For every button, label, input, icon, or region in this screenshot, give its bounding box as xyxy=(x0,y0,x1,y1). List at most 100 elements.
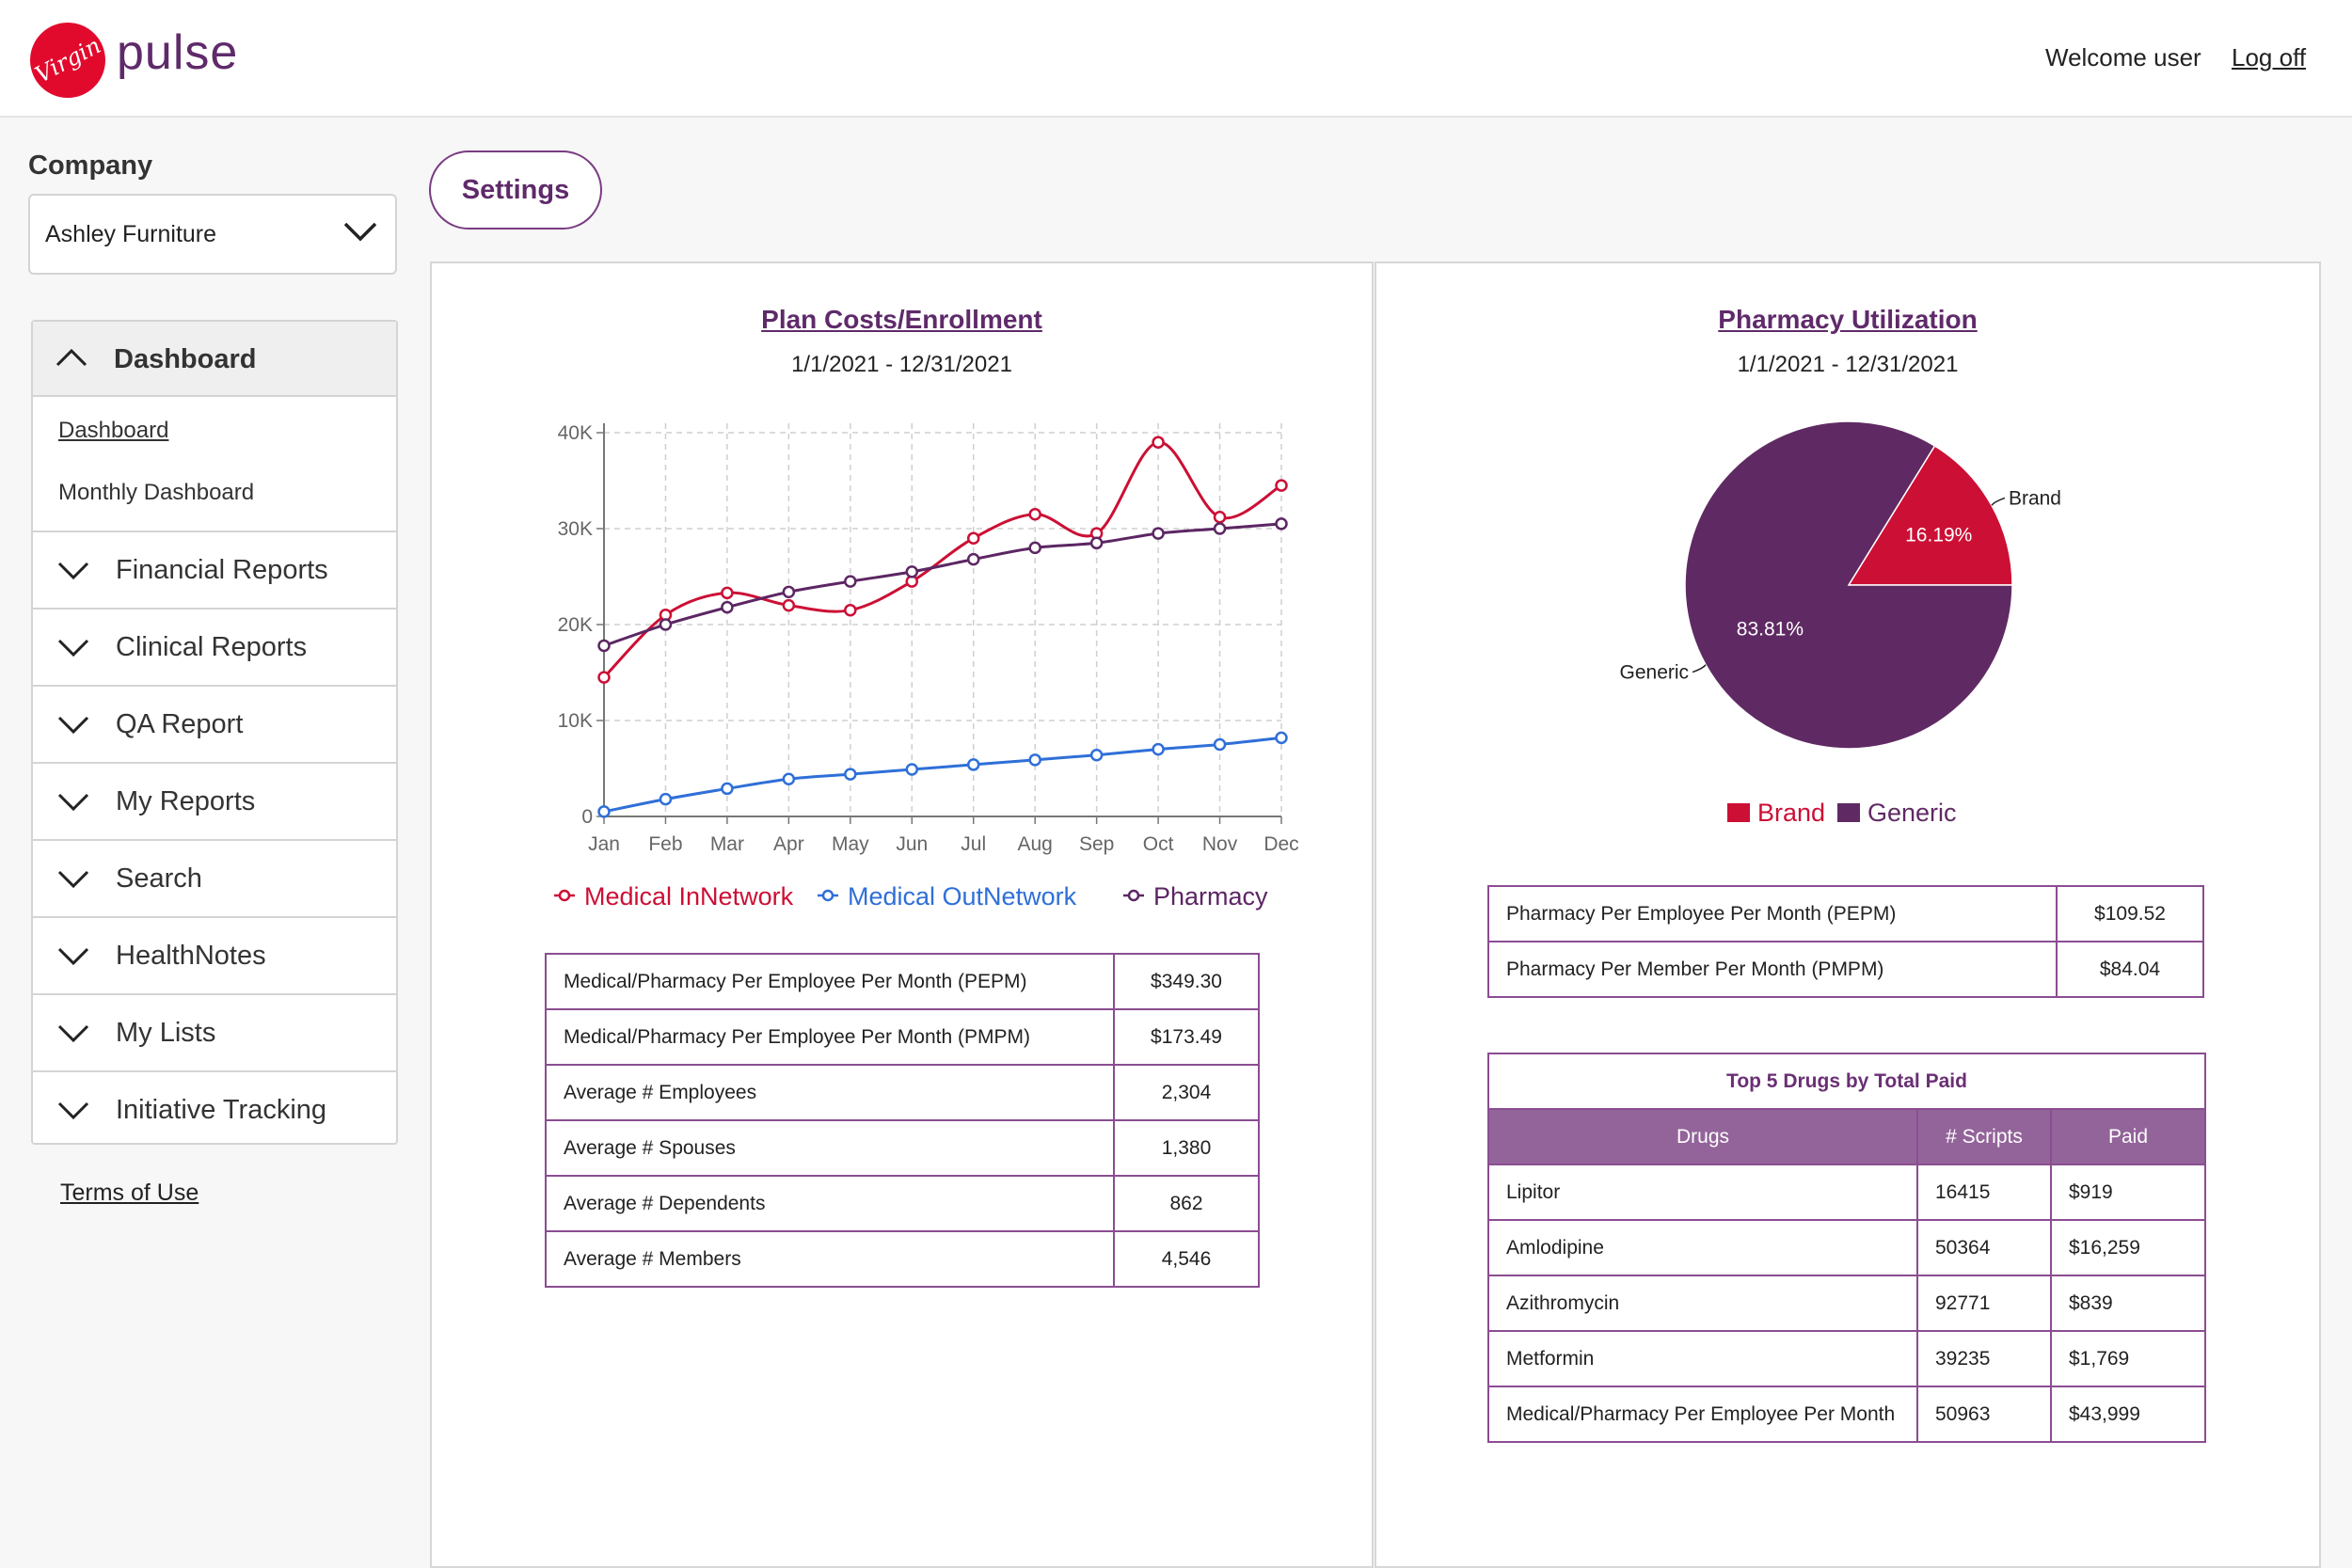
table-row: Azithromycin 92771 $839 xyxy=(1487,1275,2207,1332)
data-point xyxy=(597,671,611,684)
legend-label: Medical InNetwork xyxy=(584,882,794,911)
data-point xyxy=(905,763,919,776)
sidebar-item-healthnotes[interactable]: HealthNotes xyxy=(33,916,396,993)
x-tick-label: Mar xyxy=(710,833,744,855)
top-header: Virgin pulse Welcome user Log off xyxy=(0,0,2352,118)
sidebar-item-dashboard[interactable]: Dashboard xyxy=(58,418,169,443)
data-point xyxy=(905,565,919,578)
terms-of-use-link[interactable]: Terms of Use xyxy=(60,1180,199,1206)
sidebar-item-label: QA Report xyxy=(116,709,244,739)
data-point xyxy=(966,552,980,566)
sidebar-item-search[interactable]: Search xyxy=(33,839,396,916)
y-tick-label: 0 xyxy=(581,806,593,828)
chevron-up-icon xyxy=(56,348,87,367)
virgin-logo[interactable]: Virgin xyxy=(30,23,105,98)
chevron-down-icon xyxy=(57,562,89,580)
nav-section-dashboard[interactable]: Dashboard xyxy=(33,322,396,397)
x-tick-label: Jul xyxy=(961,833,986,855)
sidebar-item-qa-report[interactable]: QA Report xyxy=(33,685,396,762)
data-point xyxy=(782,585,796,599)
pie-leader-line xyxy=(1991,497,2006,506)
metric-label: Medical/Pharmacy Per Employee Per Month … xyxy=(545,953,1115,1010)
metric-label: Average # Members xyxy=(545,1230,1115,1288)
plan-costs-line-chart: Jan Feb Mar Apr May Jun Jul Aug Sep Oct Nov Dec 0 10K… xyxy=(554,422,1299,911)
company-value: Ashley Furniture xyxy=(45,220,217,247)
data-point xyxy=(844,603,857,617)
drug-scripts: 92771 xyxy=(1916,1275,2052,1332)
drug-name: Lipitor xyxy=(1487,1164,1918,1221)
x-tick-label: Feb xyxy=(648,833,682,855)
table-row: Medical/Pharmacy Per Employee Per Month 5… xyxy=(1487,1386,2207,1443)
table-row: Pharmacy Per Employee Per Month (PEPM) $1… xyxy=(1487,885,2204,942)
x-tick-label: Jun xyxy=(896,833,928,855)
data-point xyxy=(1213,737,1227,752)
x-tick-label: Aug xyxy=(1017,833,1052,855)
metric-label: Medical/Pharmacy Per Employee Per Month … xyxy=(545,1008,1115,1066)
company-select[interactable]: Ashley Furniture xyxy=(28,194,397,275)
sidebar-item-label: Clinical Reports xyxy=(116,632,308,662)
y-tick-label: 10K xyxy=(558,710,593,732)
sidebar-item-label: My Reports xyxy=(116,786,256,816)
drug-scripts: 50963 xyxy=(1916,1386,2052,1443)
plan-costs-title[interactable]: Plan Costs/Enrollment xyxy=(761,305,1042,334)
legend-marker xyxy=(558,889,571,902)
metric-value: 1,380 xyxy=(1113,1119,1260,1177)
column-header-scripts[interactable]: # Scripts xyxy=(1916,1108,2052,1165)
welcome-text: Welcome user xyxy=(2045,43,2201,71)
sidebar-item-financial-reports[interactable]: Financial Reports xyxy=(33,531,396,608)
metric-label: Pharmacy Per Member Per Month (PMPM) xyxy=(1487,941,2058,998)
table-header-row: Drugs # Scripts Paid xyxy=(1487,1108,2207,1165)
settings-button[interactable]: Settings xyxy=(429,150,602,230)
drug-name: Metformin xyxy=(1487,1330,1918,1387)
column-header-drugs[interactable]: Drugs xyxy=(1487,1108,1918,1165)
metric-value: $84.04 xyxy=(2056,941,2204,998)
sidebar-item-clinical-reports[interactable]: Clinical Reports xyxy=(33,608,396,685)
drug-paid: $1,769 xyxy=(2049,1330,2207,1387)
metric-label: Average # Spouses xyxy=(545,1119,1115,1177)
top-drugs-caption: Top 5 Drugs by Total Paid xyxy=(1486,1053,2207,1110)
legend-marker xyxy=(1127,889,1140,902)
data-point xyxy=(1213,511,1227,524)
metric-value: 4,546 xyxy=(1113,1230,1260,1288)
pharmacy-metrics-table: Pharmacy Per Employee Per Month (PEPM) $1… xyxy=(1487,885,2204,998)
logoff-link[interactable]: Log off xyxy=(2232,43,2307,71)
data-point xyxy=(966,531,980,545)
drug-paid: $919 xyxy=(2049,1164,2207,1221)
legend-label: Medical OutNetwork xyxy=(848,882,1077,911)
x-tick-label: Jan xyxy=(588,833,620,855)
data-point xyxy=(1089,536,1104,550)
legend-label: Generic xyxy=(1867,799,1957,827)
company-label: Company xyxy=(28,150,153,181)
pie-slice xyxy=(1684,420,2013,750)
data-point xyxy=(1275,731,1288,745)
sidebar-item-my-reports[interactable]: My Reports xyxy=(33,762,396,839)
data-point xyxy=(721,586,734,600)
table-row: Pharmacy Per Member Per Month (PMPM) $84.… xyxy=(1487,941,2204,998)
data-point xyxy=(597,805,611,818)
plan-costs-date-range: 1/1/2021 - 12/31/2021 xyxy=(791,352,1012,377)
legend-label: Pharmacy xyxy=(1153,882,1268,911)
sidebar-item-monthly-dashboard[interactable]: Monthly Dashboard xyxy=(58,480,255,505)
metric-label: Average # Employees xyxy=(545,1064,1115,1121)
sidebar-item-my-lists[interactable]: My Lists xyxy=(33,993,396,1070)
data-point xyxy=(597,639,611,653)
y-tick-label: 40K xyxy=(558,422,593,444)
drug-scripts: 50364 xyxy=(1916,1219,2052,1276)
column-header-paid[interactable]: Paid xyxy=(2049,1108,2207,1165)
table-row: Medical/Pharmacy Per Employee Per Month … xyxy=(545,1008,1260,1066)
y-tick-label: 20K xyxy=(558,614,593,636)
sidebar-item-initiative-tracking[interactable]: Initiative Tracking xyxy=(33,1070,396,1148)
metric-value: $173.49 xyxy=(1113,1008,1260,1066)
pie-value-label: 83.81% xyxy=(1737,619,1804,641)
data-point xyxy=(1213,522,1227,535)
nav-section-title: Dashboard xyxy=(114,344,257,374)
chevron-down-icon xyxy=(57,716,89,735)
pie-category-label: Brand xyxy=(2009,487,2061,509)
y-tick-label: 30K xyxy=(558,518,593,540)
data-point xyxy=(659,792,673,806)
legend-label: Brand xyxy=(1757,799,1825,827)
metric-label: Pharmacy Per Employee Per Month (PEPM) xyxy=(1487,885,2058,942)
metric-label: Average # Dependents xyxy=(545,1175,1115,1232)
data-point xyxy=(1089,748,1104,762)
pharmacy-title[interactable]: Pharmacy Utilization xyxy=(1718,305,1978,334)
